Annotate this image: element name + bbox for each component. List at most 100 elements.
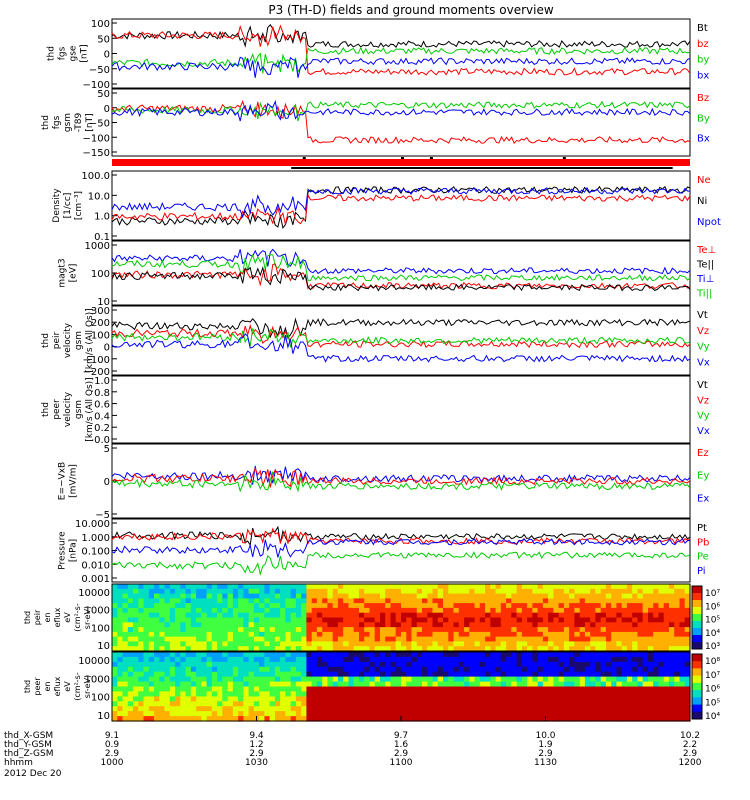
- ylabel: eflux: [53, 676, 62, 696]
- ytick-label: 0: [104, 104, 110, 115]
- ylabel: [nT]: [80, 44, 90, 62]
- ephemeris-value: 1130: [534, 758, 557, 768]
- legend-entry: Vz: [697, 395, 709, 406]
- series-line: [111, 317, 691, 339]
- legend-entry: Pb: [697, 537, 709, 548]
- ephemeris-value: 0.9: [105, 740, 120, 750]
- legend-entry: bz: [697, 39, 709, 50]
- ylabel: velocity: [63, 322, 73, 358]
- series-line: [111, 186, 691, 219]
- ytick-label: 100: [91, 19, 110, 30]
- ylabel: peir: [33, 609, 42, 625]
- ephemeris-label: thd_Z-GSM: [4, 749, 53, 759]
- ylabel: thd: [41, 333, 51, 348]
- ytick-label: 0: [104, 343, 110, 354]
- ytick-label: 0: [104, 50, 110, 61]
- ylabel: gsm: [74, 331, 84, 350]
- ephemeris-value: 1030: [245, 758, 268, 768]
- ylabel: [1/cc]: [63, 193, 73, 219]
- ylabel: sr-eV): [83, 675, 92, 698]
- panel-frame: [111, 518, 691, 583]
- ylabel: thd: [41, 402, 51, 417]
- colorbar-label: 10⁷: [705, 589, 720, 599]
- legend-entry: Bz: [697, 93, 709, 104]
- ytick-label: 1.000: [81, 533, 110, 544]
- series-line: [111, 333, 691, 363]
- series-line: [111, 471, 691, 493]
- ytick-label: 10000: [78, 588, 110, 599]
- ytick-label: −50: [89, 65, 110, 76]
- legend-entry: Npot: [697, 217, 721, 228]
- ytick-label: 50: [97, 34, 110, 45]
- ylabel: thd: [41, 115, 51, 130]
- ytick-label: 10.000: [75, 519, 110, 530]
- ytick-label: 10.0: [88, 191, 110, 202]
- ylabel: thd: [23, 611, 32, 624]
- ylabel: peer: [52, 399, 62, 420]
- ylabel: (cm²-s-: [73, 603, 82, 632]
- legend-entry: Vy: [697, 411, 710, 422]
- ytick-label: −200: [83, 367, 110, 378]
- colorbar: 10⁸ 10⁷ 10⁶ 10⁵ 10⁴: [691, 653, 720, 722]
- ylabel: [km/s (All Qs)]: [85, 308, 95, 372]
- panel-peer-velocity: 1.00.80.60.40.20.0 thd peer velocity gsm [km/…: [41, 375, 710, 446]
- legend-entry: Ni: [697, 196, 707, 207]
- ylabel: eV: [63, 681, 72, 692]
- ytick-label: 50: [97, 89, 110, 100]
- status-mark: [562, 157, 566, 159]
- legend-entry: Ey: [697, 471, 709, 482]
- ylabel: [eV]: [69, 264, 79, 283]
- ytick-label: 0.4: [94, 411, 110, 422]
- ylabel: fgs: [58, 46, 68, 60]
- ephemeris-value: 2.9: [105, 749, 120, 759]
- ytick-label: 200: [91, 318, 110, 329]
- ephemeris-value: 10.2: [680, 731, 700, 741]
- ytick-label: 300: [91, 306, 110, 317]
- legend-entry: Pi: [697, 566, 706, 577]
- ytick-label: 0.2: [94, 423, 110, 434]
- ylabel: E=−VxB: [58, 462, 68, 500]
- series-line: [111, 525, 691, 547]
- ytick-label: 100.0: [81, 171, 110, 182]
- ytick-label: 10: [97, 641, 110, 652]
- series-line: [111, 248, 691, 275]
- ephemeris-value: 1000: [101, 758, 124, 768]
- chart-title: P3 (TH-D) fields and ground moments over…: [268, 3, 553, 17]
- ylabel: velocity: [63, 391, 73, 427]
- ylabel: [nT]: [85, 113, 95, 131]
- ylabel: [km/s (All Qs)]: [85, 377, 95, 441]
- legend-entry: Vy: [697, 342, 710, 353]
- ephemeris-label: hhmm: [4, 758, 33, 768]
- ephemeris-value: 1.2: [249, 740, 263, 750]
- series-line: [111, 551, 691, 576]
- legend-entry: Vz: [697, 326, 709, 337]
- legend-entry: Vx: [697, 426, 710, 437]
- status-mark: [429, 157, 433, 159]
- legend-entry: Ez: [697, 448, 709, 459]
- ylabel: fgs: [52, 115, 62, 129]
- ytick-label: 100: [91, 330, 110, 341]
- series-line: [111, 23, 691, 49]
- panel-density: 100.0 10.0 1.0 0.1 Density [1/cc] [cm⁻³] Ne Ni Np…: [52, 170, 721, 243]
- series-line: [111, 185, 691, 230]
- ylabel: peir: [52, 331, 62, 349]
- legend-entry: Ne: [697, 175, 711, 186]
- series-line: [111, 99, 691, 122]
- ytick-label: −100: [83, 133, 110, 144]
- colorbar-label: 10⁵: [705, 616, 720, 626]
- legend-entry: Bx: [697, 134, 710, 145]
- ytick-label: 5: [104, 444, 110, 455]
- ytick-label: 10000: [78, 656, 110, 667]
- panel-frame: [111, 305, 691, 376]
- legend-entry: By: [697, 113, 710, 124]
- status-mark: [401, 157, 404, 159]
- ylabel: eflux: [53, 607, 62, 627]
- ylabel: gse: [69, 45, 79, 61]
- ytick-label: −5: [95, 510, 110, 521]
- legend-entry: Vx: [697, 357, 710, 368]
- legend-entry: Ti⊥: [696, 274, 714, 285]
- panel-frame: [111, 375, 691, 444]
- legend-entry: Vt: [697, 380, 708, 391]
- ytick-label: 10: [97, 297, 110, 308]
- ephemeris-value: 1100: [390, 758, 413, 768]
